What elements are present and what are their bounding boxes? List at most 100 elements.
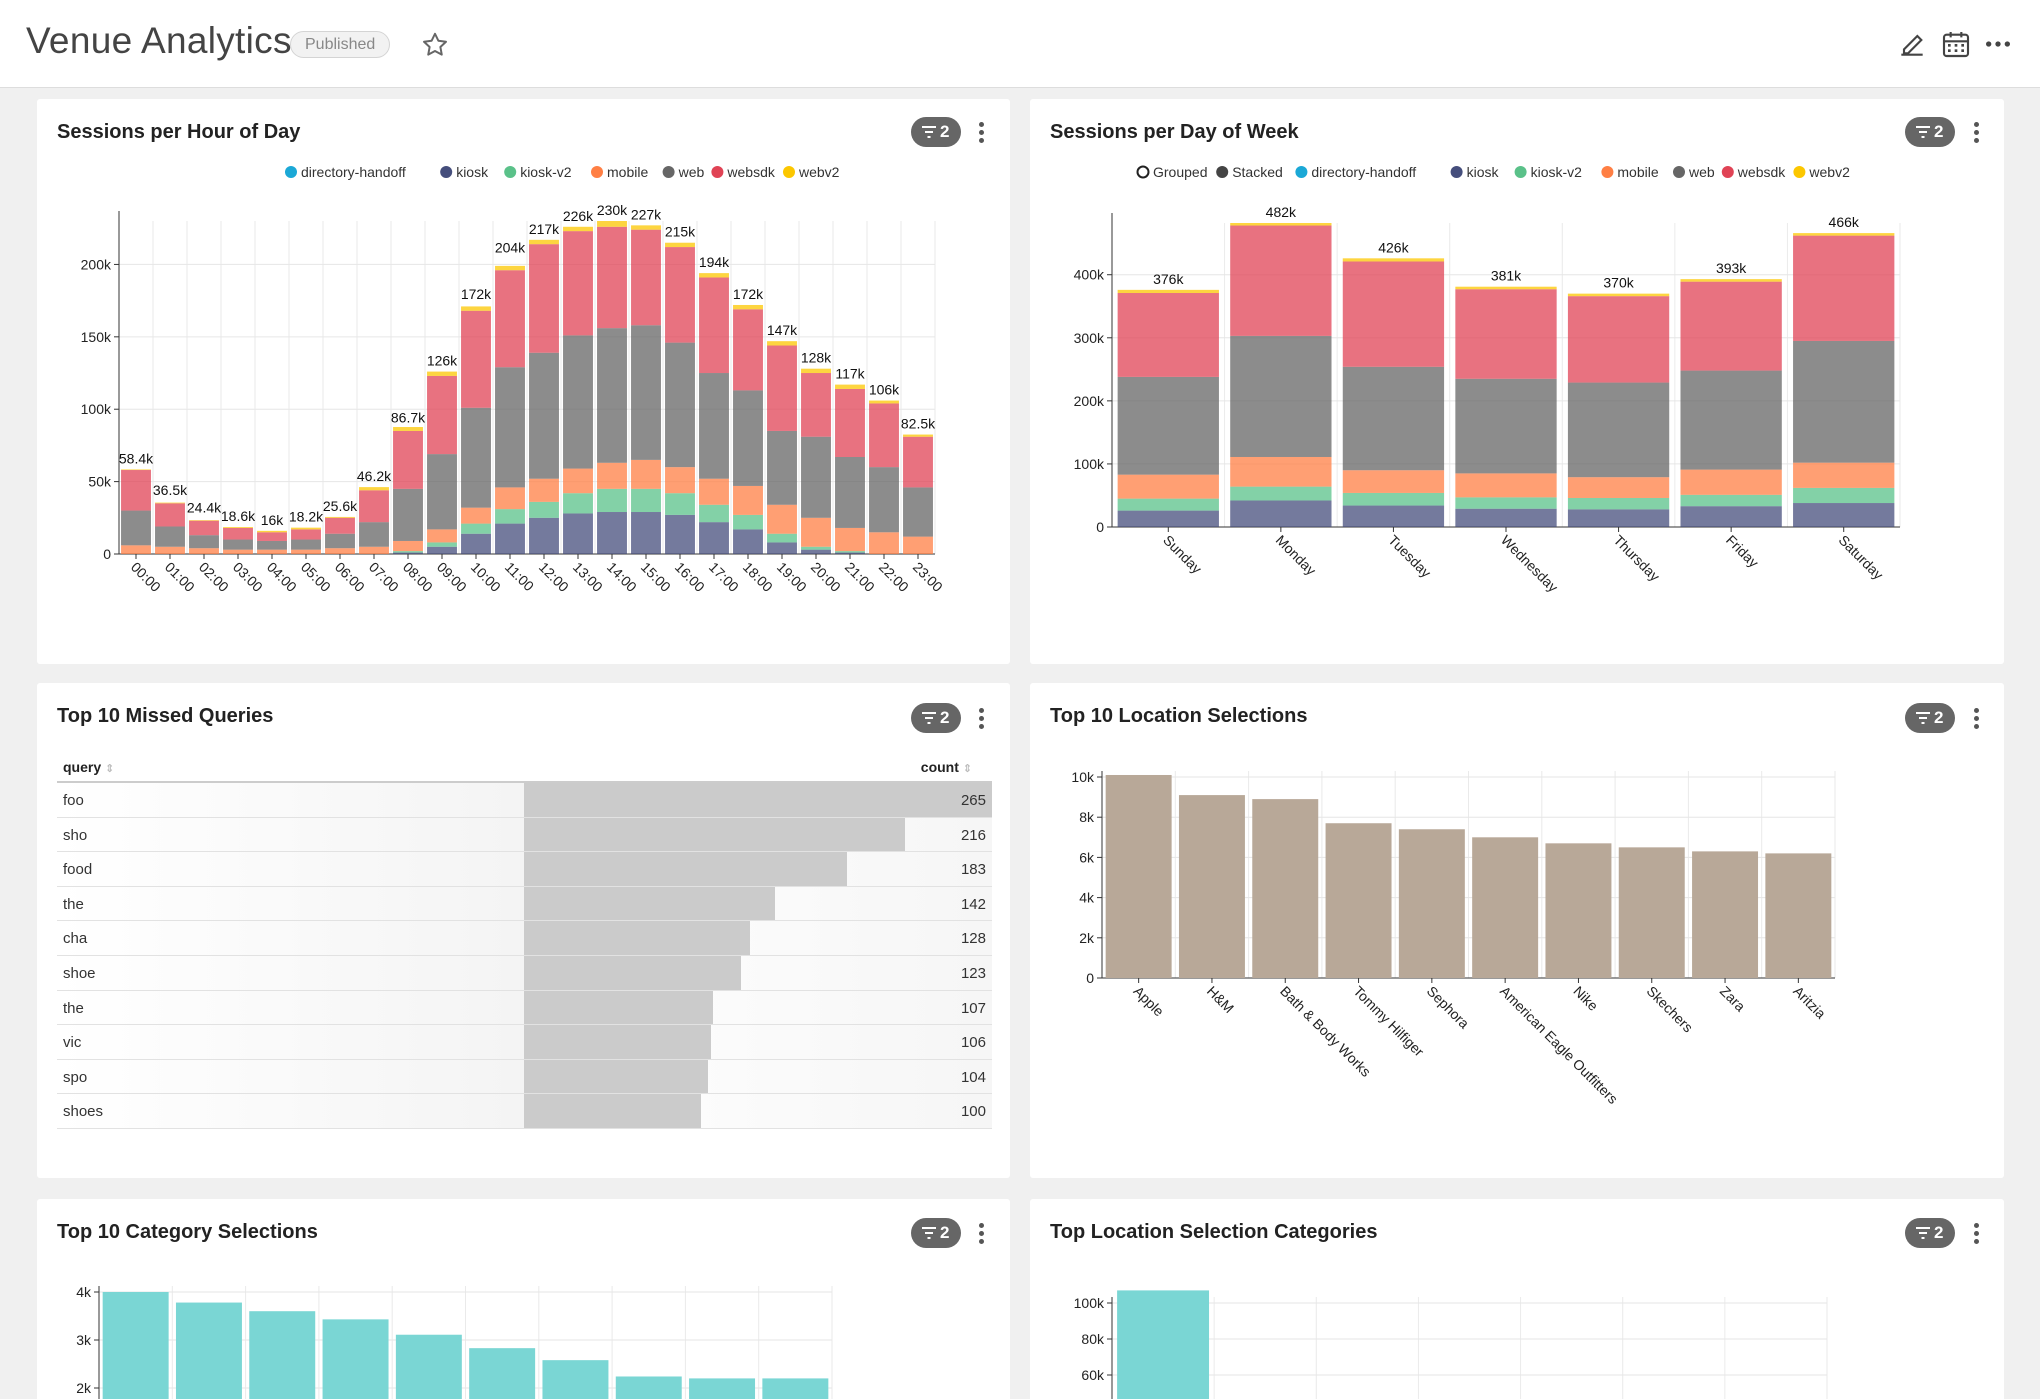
filter-badge[interactable]: 2 — [911, 117, 961, 147]
bar-segment-websdk[interactable] — [801, 373, 831, 437]
bar-segment-webv2[interactable] — [461, 306, 491, 311]
bar-segment-webv2[interactable] — [665, 242, 695, 248]
bar-segment-kiosk[interactable] — [1117, 510, 1219, 527]
bar[interactable] — [1178, 795, 1245, 978]
bar-segment-websdk[interactable] — [495, 270, 525, 368]
bar[interactable] — [1105, 774, 1172, 978]
bar-segment-kiosk-v2[interactable] — [597, 488, 627, 513]
bar-segment-mobile[interactable] — [121, 545, 151, 554]
bar-segment-websdk[interactable] — [767, 345, 797, 431]
legend-swatch[interactable] — [783, 166, 795, 178]
bar-segment-webv2[interactable] — [1117, 289, 1219, 294]
legend-label[interactable]: directory-handoff — [301, 164, 406, 180]
legend-swatch[interactable] — [1136, 165, 1150, 179]
bar-segment-kiosk-v2[interactable] — [631, 488, 661, 513]
bar-segment-kiosk[interactable] — [597, 512, 627, 554]
bar[interactable] — [1398, 829, 1465, 978]
legend-label[interactable]: websdk — [1737, 164, 1786, 180]
bar-segment-webv2[interactable] — [495, 265, 525, 271]
bar[interactable] — [762, 1378, 829, 1399]
bar-segment-websdk[interactable] — [325, 517, 355, 534]
bar-segment-mobile[interactable] — [733, 485, 763, 515]
bar-segment-webv2[interactable] — [223, 527, 253, 528]
sort-icon[interactable]: ⇕ — [105, 763, 115, 775]
table-row[interactable]: vic 106 — [57, 1025, 992, 1060]
legend-swatch[interactable] — [1793, 166, 1806, 178]
bar-segment-websdk[interactable] — [1342, 261, 1445, 367]
bar[interactable] — [542, 1360, 609, 1399]
bar-segment-mobile[interactable] — [359, 546, 389, 554]
legend-swatch[interactable] — [1295, 166, 1308, 178]
bar-segment-web[interactable] — [1455, 378, 1557, 474]
bar-segment-webv2[interactable] — [767, 341, 797, 346]
bar-segment-websdk[interactable] — [1567, 296, 1670, 383]
bar-segment-mobile[interactable] — [155, 546, 185, 554]
bar-segment-websdk[interactable] — [359, 490, 389, 523]
filter-badge[interactable]: 2 — [1905, 1218, 1955, 1248]
bar-segment-webv2[interactable] — [1567, 293, 1670, 297]
bar-segment-mobile[interactable] — [325, 548, 355, 554]
legend-swatch[interactable] — [1721, 166, 1734, 178]
legend-swatch[interactable] — [440, 166, 453, 178]
bar-segment-mobile[interactable] — [1680, 469, 1782, 495]
bar-segment-websdk[interactable] — [291, 529, 321, 540]
bar-segment-web[interactable] — [1230, 335, 1332, 457]
legend-label[interactable]: web — [1688, 164, 1715, 180]
bar-segment-web[interactable] — [835, 456, 865, 528]
bar-segment-mobile[interactable] — [631, 459, 661, 489]
bar-segment-web[interactable] — [665, 342, 695, 468]
bar-segment-web[interactable] — [155, 526, 185, 547]
bar-segment-mobile[interactable] — [1567, 477, 1670, 498]
bar-segment-webv2[interactable] — [1680, 279, 1782, 282]
bar-segment-websdk[interactable] — [597, 226, 627, 329]
bar-segment-web[interactable] — [393, 488, 423, 541]
legend-label[interactable]: Stacked — [1232, 164, 1283, 180]
bar-segment-web[interactable] — [223, 539, 253, 550]
bar-segment-kiosk[interactable] — [1230, 500, 1332, 527]
legend-label[interactable]: Grouped — [1153, 164, 1207, 180]
panel-menu-icon[interactable] — [1970, 121, 1982, 145]
bar-segment-web[interactable] — [631, 325, 661, 460]
table-row[interactable]: shoe 123 — [57, 955, 992, 991]
bar-segment-websdk[interactable] — [699, 277, 729, 374]
legend-label[interactable]: kiosk-v2 — [1531, 164, 1583, 180]
legend-swatch[interactable] — [285, 166, 297, 178]
bar[interactable] — [1252, 799, 1319, 978]
bar-segment-kiosk-v2[interactable] — [1342, 492, 1445, 506]
bar-segment-websdk[interactable] — [733, 309, 763, 391]
star-icon[interactable] — [420, 30, 450, 60]
bar-segment-web[interactable] — [563, 335, 593, 469]
legend-label[interactable]: webv2 — [798, 164, 840, 180]
bar-segment-web[interactable] — [1117, 376, 1219, 475]
bar-segment-kiosk-v2[interactable] — [835, 551, 865, 553]
bar-segment-webv2[interactable] — [801, 368, 831, 374]
legend-label[interactable]: websdk — [726, 164, 775, 180]
bar-segment-webv2[interactable] — [1342, 258, 1445, 262]
bar-segment-webv2[interactable] — [631, 225, 661, 230]
bar-segment-mobile[interactable] — [427, 529, 457, 543]
bar-segment-web[interactable] — [1793, 340, 1895, 463]
table-row[interactable]: the 107 — [57, 990, 992, 1026]
bar-segment-mobile[interactable] — [1793, 462, 1895, 488]
panel-menu-icon[interactable] — [1970, 707, 1982, 731]
legend-swatch[interactable] — [1450, 166, 1463, 178]
calendar-icon[interactable] — [1940, 28, 1972, 60]
bar-segment-kiosk[interactable] — [563, 513, 593, 554]
column-header-query[interactable]: query ⇕ — [63, 759, 115, 775]
bar-segment-websdk[interactable] — [903, 436, 933, 488]
bar-segment-websdk[interactable] — [1117, 293, 1219, 377]
legend-label[interactable]: web — [678, 164, 705, 180]
bar-segment-websdk[interactable] — [563, 231, 593, 336]
table-row[interactable]: foo 265 — [57, 783, 992, 818]
bar-segment-webv2[interactable] — [1230, 223, 1332, 226]
bar-segment-kiosk-v2[interactable] — [1230, 486, 1332, 501]
panel-menu-icon[interactable] — [975, 121, 987, 145]
bar-segment-mobile[interactable] — [189, 548, 219, 554]
bar-segment-websdk[interactable] — [189, 520, 219, 536]
legend-label[interactable]: mobile — [607, 164, 648, 180]
bar-segment-webv2[interactable] — [291, 527, 321, 530]
filter-badge[interactable]: 2 — [911, 703, 961, 733]
bar-segment-kiosk[interactable] — [835, 552, 865, 554]
bar-segment-webv2[interactable] — [427, 371, 457, 376]
bar[interactable] — [1325, 823, 1392, 978]
